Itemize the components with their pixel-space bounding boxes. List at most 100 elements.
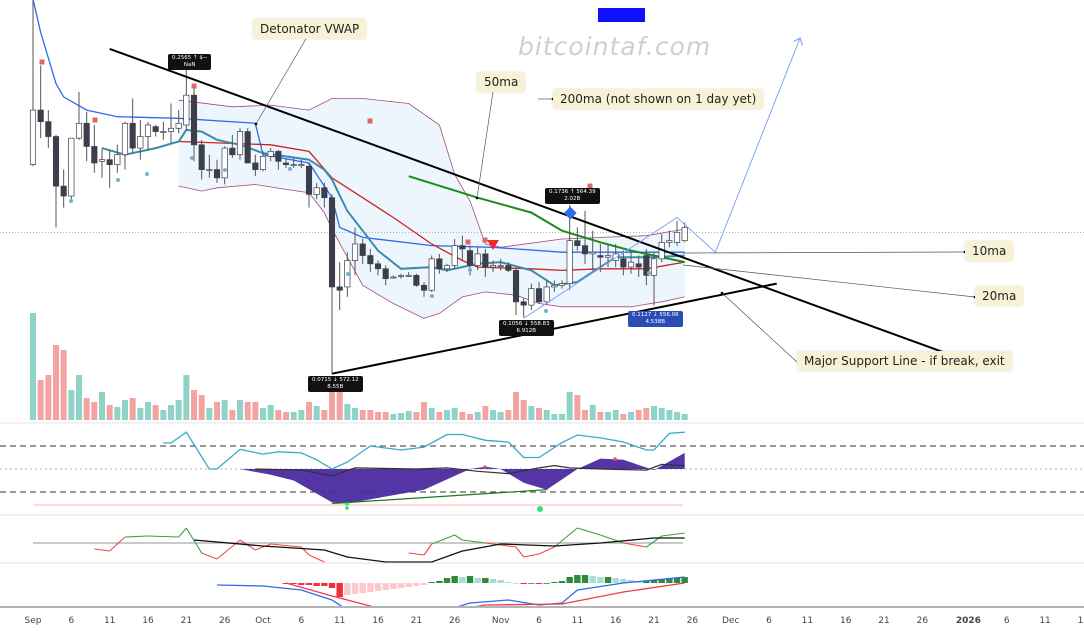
candle[interactable] xyxy=(374,260,382,276)
candle[interactable] xyxy=(137,120,144,160)
candle[interactable] xyxy=(229,134,236,159)
candle[interactable] xyxy=(390,275,397,279)
candle[interactable] xyxy=(321,182,328,208)
candle[interactable] xyxy=(505,262,512,273)
candle[interactable] xyxy=(244,128,251,164)
candle[interactable] xyxy=(382,265,389,286)
blue-diamond-signal-icon xyxy=(563,206,577,220)
candle[interactable] xyxy=(620,250,627,276)
candle[interactable] xyxy=(535,281,543,304)
candle[interactable] xyxy=(236,128,244,160)
candle[interactable] xyxy=(351,227,359,276)
candle[interactable] xyxy=(198,139,205,180)
candle[interactable] xyxy=(298,159,305,168)
candle[interactable] xyxy=(29,0,37,167)
candle[interactable] xyxy=(627,252,635,274)
annotation-200ma[interactable]: 200ma (not shown on 1 day yet) xyxy=(553,89,764,109)
candle[interactable] xyxy=(543,280,550,306)
time-axis[interactable]: Sep 6 11 16 21 26 Oct 6 11 16 21 26 Nov 6 11 16 21 26 Dec 6… xyxy=(25,616,1084,626)
candle[interactable] xyxy=(152,124,159,137)
candle[interactable] xyxy=(267,148,274,162)
candle[interactable] xyxy=(459,235,466,261)
candle[interactable] xyxy=(98,148,106,178)
candle[interactable] xyxy=(673,220,681,246)
candle[interactable] xyxy=(305,162,313,208)
oscillator-pane[interactable] xyxy=(0,431,1084,512)
candle[interactable] xyxy=(482,248,489,278)
candle[interactable] xyxy=(144,121,152,150)
candle[interactable] xyxy=(52,134,60,228)
resistance-trendline[interactable] xyxy=(109,47,969,363)
candle[interactable] xyxy=(589,230,596,271)
candle[interactable] xyxy=(252,154,259,177)
candle[interactable] xyxy=(60,169,67,208)
candle[interactable] xyxy=(551,280,558,292)
candle[interactable] xyxy=(681,222,688,243)
candle[interactable] xyxy=(650,252,658,306)
candle[interactable] xyxy=(405,272,412,278)
annotation-10ma[interactable]: 10ma xyxy=(965,241,1014,261)
candle[interactable] xyxy=(83,111,90,162)
candle[interactable] xyxy=(397,273,405,279)
candle[interactable] xyxy=(451,239,458,269)
candle[interactable] xyxy=(206,154,213,178)
support-trendline[interactable] xyxy=(331,282,777,375)
price-pane[interactable] xyxy=(0,0,1084,420)
candle[interactable] xyxy=(428,255,435,292)
annotation-20ma[interactable]: 20ma xyxy=(975,286,1024,306)
candle[interactable] xyxy=(612,243,619,268)
candle[interactable] xyxy=(160,121,167,140)
candle[interactable] xyxy=(114,144,121,173)
candle[interactable] xyxy=(558,280,566,289)
candle[interactable] xyxy=(635,255,642,278)
candle[interactable] xyxy=(528,283,535,311)
momentum-pane[interactable] xyxy=(33,527,685,563)
candle[interactable] xyxy=(213,159,221,183)
candle[interactable] xyxy=(75,91,83,140)
candle[interactable] xyxy=(566,204,573,291)
candle[interactable] xyxy=(106,149,113,188)
candle[interactable] xyxy=(175,110,182,134)
candle[interactable] xyxy=(259,151,267,172)
candle[interactable] xyxy=(643,248,650,286)
candle[interactable] xyxy=(190,85,198,162)
candle[interactable] xyxy=(512,268,520,316)
candle[interactable] xyxy=(221,146,228,185)
macd-histogram-bar xyxy=(535,583,543,584)
candle[interactable] xyxy=(359,239,366,264)
candle[interactable] xyxy=(581,210,589,264)
candle[interactable] xyxy=(489,260,497,273)
candle[interactable] xyxy=(167,103,175,144)
annotation-50ma[interactable]: 50ma xyxy=(477,72,526,92)
candle[interactable] xyxy=(413,273,420,287)
candle[interactable] xyxy=(91,124,98,173)
ma50-line[interactable] xyxy=(408,175,685,264)
candle[interactable] xyxy=(574,227,581,251)
candle[interactable] xyxy=(474,247,481,271)
annotation-major-support[interactable]: Major Support Line - if break, exit xyxy=(797,351,1012,371)
candle[interactable] xyxy=(290,158,297,168)
candle[interactable] xyxy=(121,121,129,170)
ma20-line[interactable] xyxy=(178,140,685,272)
candle[interactable] xyxy=(666,230,673,248)
candle[interactable] xyxy=(336,262,343,311)
candle[interactable] xyxy=(129,98,136,154)
candle[interactable] xyxy=(520,298,527,318)
macd-pane[interactable] xyxy=(216,575,688,610)
candle[interactable] xyxy=(183,67,190,130)
candle[interactable] xyxy=(367,248,374,273)
candle[interactable] xyxy=(328,194,336,374)
candle[interactable] xyxy=(282,158,290,168)
candle[interactable] xyxy=(436,253,443,274)
candle[interactable] xyxy=(497,258,504,271)
candle[interactable] xyxy=(68,137,75,200)
annotation-detonator-vwap[interactable]: Detonator VWAP xyxy=(253,19,367,39)
candle[interactable] xyxy=(420,281,428,297)
candle[interactable] xyxy=(443,263,451,273)
candle[interactable] xyxy=(37,65,44,139)
projection-arrow[interactable] xyxy=(523,39,800,319)
candle[interactable] xyxy=(45,110,52,149)
candle[interactable] xyxy=(275,149,282,170)
candle[interactable] xyxy=(313,182,320,200)
